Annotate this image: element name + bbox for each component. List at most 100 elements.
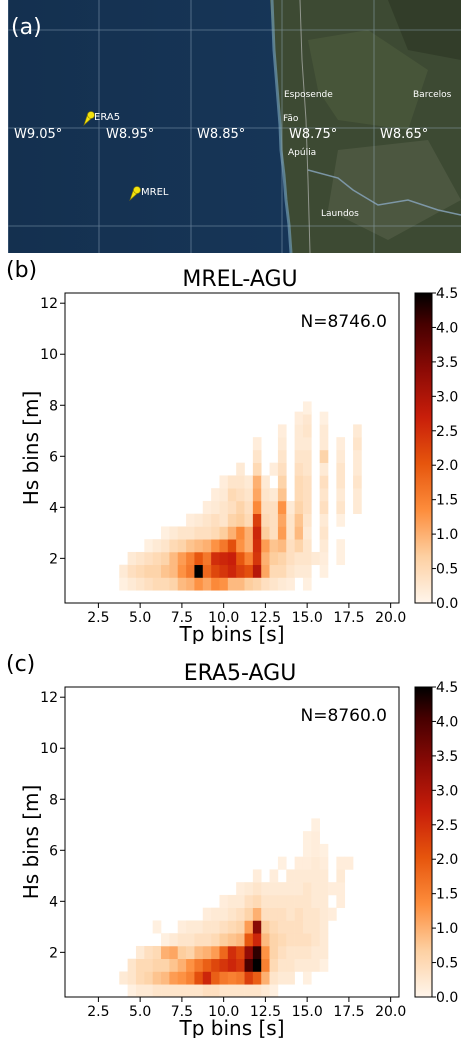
heatmap-cell [286, 882, 295, 896]
heatmap-cell [319, 449, 329, 463]
heatmap-cell [286, 971, 295, 985]
colorbar-tick-label: 2.5 [436, 424, 458, 440]
x-tick-label: 7.5 [171, 1004, 193, 1020]
heatmap-cell [294, 424, 304, 438]
heatmap-cell [219, 564, 229, 578]
x-tick-label: 10.0 [208, 1004, 239, 1020]
heatmap-cell [236, 920, 245, 934]
heatmap-cell [294, 500, 304, 514]
heatmap-cell [127, 577, 137, 591]
heatmap-cell [227, 475, 237, 489]
heatmap-cell [219, 984, 229, 998]
x-tick-label: 20.0 [375, 610, 406, 626]
y-tick-label: 2 [49, 551, 58, 567]
lon-label: W8.75° [289, 127, 337, 142]
heatmap-cell [119, 577, 128, 591]
heatmap-cell [211, 577, 220, 591]
heatmap-cell [169, 539, 179, 553]
marker-label: ERA5 [94, 112, 120, 123]
heatmap-cell [252, 933, 262, 947]
heatmap-cell [161, 984, 170, 998]
heatmap-cell [244, 984, 254, 998]
heatmap-cell [186, 958, 195, 972]
chart-title: ERA5-AGU [184, 661, 297, 686]
x-tick-label: 10.0 [208, 610, 239, 626]
heatmap-cell [211, 971, 220, 985]
heatmap-cell [353, 500, 362, 514]
heatmap-cell [277, 945, 287, 960]
heatmap-cell [294, 513, 304, 527]
heatmap-cell [277, 920, 287, 934]
lon-label: W8.65° [380, 127, 428, 142]
heatmap-cell [219, 500, 229, 514]
place-name: Apúlia [288, 148, 316, 158]
heatmap-cell [202, 920, 212, 934]
colorbar-tick-label: 2.0 [436, 458, 458, 474]
place-name: Laundos [321, 209, 359, 219]
colorbar-tick-label: 2.5 [436, 818, 458, 834]
heatmap-cell [227, 971, 237, 985]
heatmap-cell [219, 958, 229, 972]
colorbar [414, 292, 433, 604]
heatmap-cell [261, 526, 270, 540]
heatmap-cell [227, 984, 237, 998]
heatmap-cell [294, 894, 304, 908]
heatmap-cell [135, 577, 145, 591]
heatmap-cell [302, 462, 312, 476]
y-axis-label: Hs bins [m] [19, 785, 43, 900]
heatmap-cell [227, 488, 237, 502]
heatmap-cell [186, 513, 195, 527]
heatmap-cell [135, 971, 145, 985]
heatmap-cell [294, 907, 304, 921]
heatmap-cell [277, 971, 287, 985]
heatmap-cell [319, 526, 329, 540]
heatmap-cell [319, 882, 329, 896]
heatmap-cell [277, 882, 287, 896]
heatmap-cell [236, 462, 245, 476]
heatmap-cell [252, 577, 262, 591]
heatmap-cell [135, 984, 145, 998]
heatmap-cell [302, 882, 312, 896]
heatmap-cell [211, 551, 220, 566]
heatmap-cell [261, 475, 270, 489]
heatmap-cell [252, 907, 262, 921]
marker-pin-icon[interactable]: ERA5 [83, 111, 120, 126]
heatmap-cell [261, 564, 270, 578]
heatmap-cell [302, 831, 312, 845]
heatmap-cell [277, 437, 287, 451]
heatmap-cell [161, 564, 170, 578]
heatmap-cell [302, 971, 312, 985]
heatmap-cell [294, 462, 304, 476]
heatmap-cell [319, 475, 329, 489]
heatmap-cell [177, 933, 187, 947]
heatmap-cell [261, 488, 270, 502]
heatmap-cell [202, 551, 212, 566]
heatmap-cell [135, 551, 145, 566]
heatmap-cell [211, 958, 220, 972]
heatmap-cell [177, 984, 187, 998]
heatmap-cell [261, 971, 270, 985]
heatmap-cell [319, 424, 329, 438]
heatmap-cell [311, 945, 320, 960]
heatmap-cell [211, 500, 220, 514]
heatmap-cell [319, 411, 329, 425]
heatmap-cell [286, 933, 295, 947]
heatmap-cell [319, 551, 329, 566]
heatmap-cell [302, 424, 312, 438]
heatmap-cell [236, 513, 245, 527]
heatmap-cell [152, 551, 162, 566]
x-tick-label: 2.5 [87, 610, 109, 626]
heatmap-cell [336, 475, 346, 489]
heatmap-cell [336, 462, 346, 476]
heatmap-cell [177, 526, 187, 540]
heatmap-cell [294, 933, 304, 947]
heatmap-cell [269, 488, 279, 502]
marker-pin-icon[interactable]: MREL [129, 186, 169, 201]
heatmap-cell [277, 488, 287, 502]
heatmap-cell [269, 539, 279, 553]
heatmap-chart-era5: 2.5 5.0 7.5 10.0 12.5 15.0 17.5 20.0 2 4 6 8 10 12 ERA… [19, 661, 458, 1038]
heatmap-cell [169, 971, 179, 985]
heatmap-cell [294, 945, 304, 960]
heatmap-cell [302, 907, 312, 921]
heatmap-cell [302, 411, 312, 425]
